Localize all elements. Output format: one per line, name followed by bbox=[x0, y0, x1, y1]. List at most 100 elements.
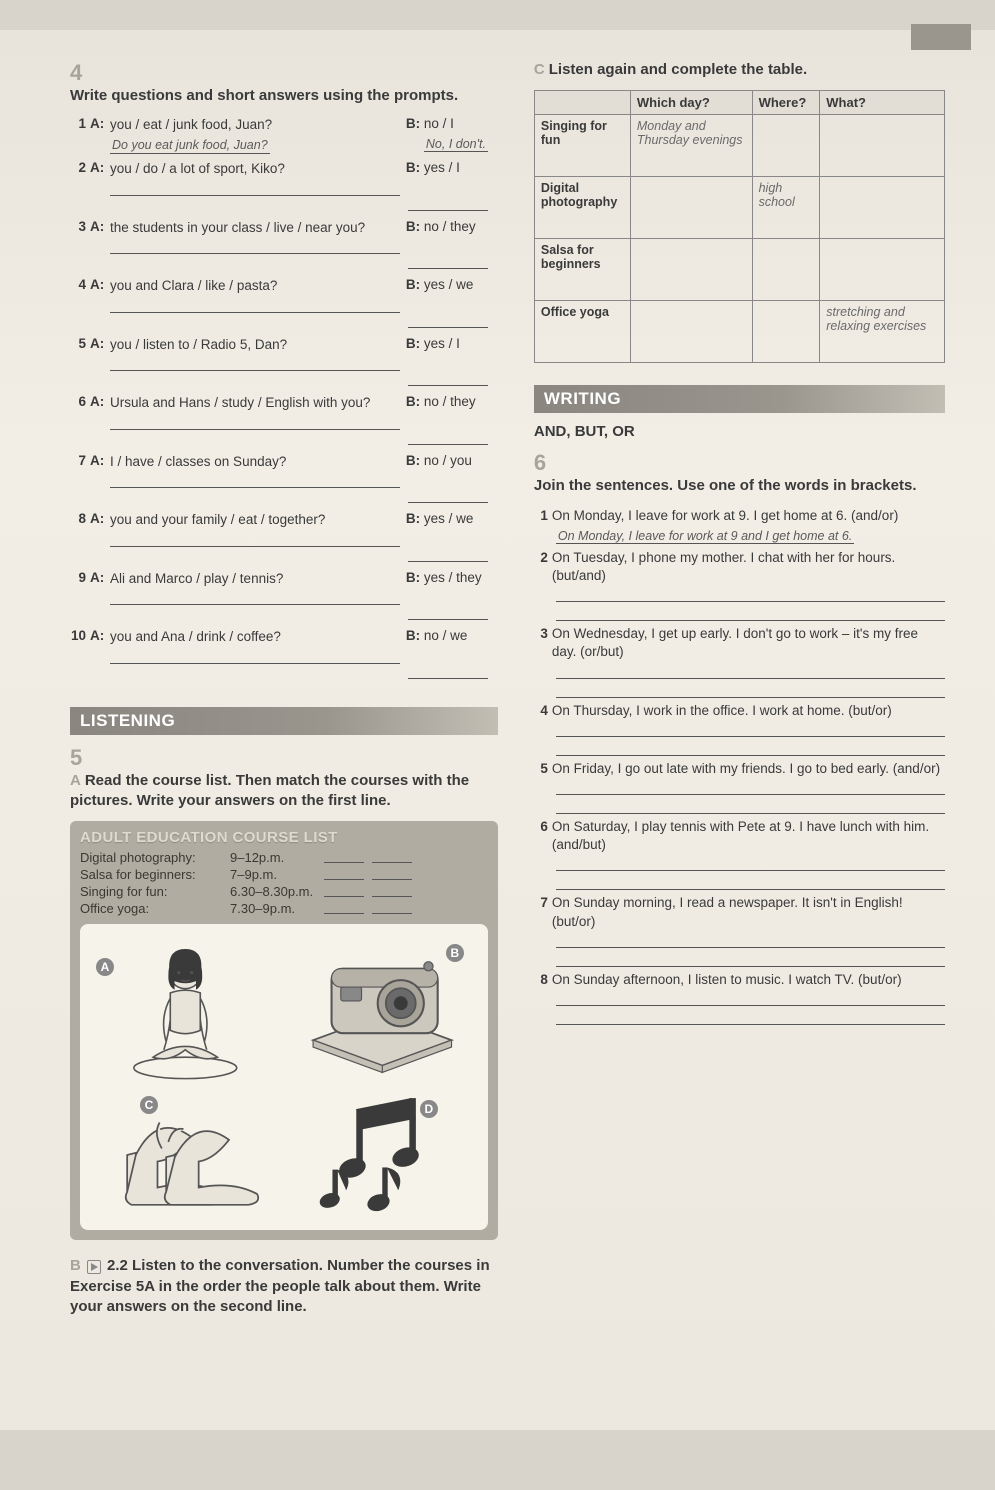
item-number: 10 bbox=[70, 628, 90, 646]
prompt-b: no / they bbox=[424, 219, 476, 234]
answer-blank[interactable] bbox=[110, 239, 400, 254]
prompt-b: no / we bbox=[424, 628, 468, 643]
answer-blank[interactable] bbox=[372, 901, 412, 914]
qa-item: 4A:you and Clara / like / pasta?B:yes / … bbox=[70, 277, 498, 330]
answer-blank[interactable] bbox=[110, 415, 400, 430]
speaker-a: A: bbox=[90, 511, 110, 529]
answer-blank[interactable] bbox=[408, 254, 488, 269]
row-header: Digital photography bbox=[534, 177, 630, 239]
item-text: On Saturday, I play tennis with Pete at … bbox=[552, 818, 945, 854]
course-time: 9–12p.m. bbox=[230, 850, 320, 865]
cell-day[interactable] bbox=[630, 239, 752, 301]
cell-where[interactable] bbox=[752, 301, 820, 363]
answer-blank[interactable] bbox=[556, 683, 945, 698]
prompt-b-wrap: B:yes / they bbox=[406, 570, 498, 588]
prompt-a: you / do / a lot of sport, Kiko? bbox=[110, 160, 406, 178]
answer-blank[interactable] bbox=[324, 850, 364, 863]
answer-blank[interactable] bbox=[556, 952, 945, 967]
ex6-item: 4On Thursday, I work in the office. I wo… bbox=[534, 702, 945, 720]
prompt-a: you / eat / junk food, Juan? bbox=[110, 116, 406, 134]
answer-blank[interactable] bbox=[110, 181, 400, 196]
cell-what[interactable] bbox=[820, 239, 945, 301]
cell-what[interactable] bbox=[820, 115, 945, 177]
cell-what[interactable]: stretching and relaxing exercises bbox=[820, 301, 945, 363]
picture-c-shoes: C bbox=[90, 1090, 281, 1220]
ex4-number: 4 bbox=[70, 60, 92, 86]
ex6-item: 6On Saturday, I play tennis with Pete at… bbox=[534, 818, 945, 854]
speaker-a: A: bbox=[90, 277, 110, 295]
cell-day[interactable] bbox=[630, 301, 752, 363]
prompt-b: yes / I bbox=[424, 336, 460, 351]
answer-blank[interactable] bbox=[372, 884, 412, 897]
answer-blank[interactable] bbox=[408, 430, 488, 445]
qa-item: 7A:I / have / classes on Sunday?B:no / y… bbox=[70, 453, 498, 506]
answer-blank[interactable] bbox=[556, 606, 945, 621]
answer-blank[interactable] bbox=[110, 590, 400, 605]
course-name: Digital photography: bbox=[80, 850, 230, 865]
item-number: 7 bbox=[534, 894, 552, 930]
answer-blank[interactable] bbox=[110, 532, 400, 547]
ex5a-letter: A bbox=[70, 772, 81, 789]
item-number: 4 bbox=[534, 702, 552, 720]
ex6-number: 6 bbox=[534, 450, 556, 476]
left-column: 4 Write questions and short answers usin… bbox=[70, 60, 498, 1380]
answer-blank[interactable] bbox=[372, 867, 412, 880]
given-answer: On Monday, I leave for work at 9 and I g… bbox=[556, 529, 854, 544]
answer-blank[interactable] bbox=[556, 991, 945, 1006]
answer-blank[interactable] bbox=[408, 605, 488, 620]
answer-blank[interactable] bbox=[408, 664, 488, 679]
ex6-body: 1On Monday, I leave for work at 9. I get… bbox=[534, 507, 945, 1026]
table-header: Which day? bbox=[630, 91, 752, 115]
answer-blank[interactable] bbox=[324, 901, 364, 914]
answer-blank[interactable] bbox=[110, 298, 400, 313]
item-number: 1 bbox=[70, 116, 90, 134]
answer-blank[interactable] bbox=[556, 1010, 945, 1025]
answer-blank[interactable] bbox=[556, 722, 945, 737]
answer-blank[interactable] bbox=[110, 649, 400, 664]
answer-blank[interactable] bbox=[372, 850, 412, 863]
answer-blank[interactable] bbox=[556, 664, 945, 679]
answer-blank[interactable] bbox=[408, 313, 488, 328]
item-text: On Sunday afternoon, I listen to music. … bbox=[552, 971, 945, 989]
cell-where[interactable] bbox=[752, 115, 820, 177]
answer-blank[interactable] bbox=[556, 875, 945, 890]
course-rows: Digital photography:9–12p.m.Salsa for be… bbox=[80, 850, 488, 916]
answer-blank[interactable] bbox=[110, 356, 400, 371]
qa-item: 5A:you / listen to / Radio 5, Dan?B:yes … bbox=[70, 336, 498, 389]
answer-blank[interactable] bbox=[408, 196, 488, 211]
ex6-item: 5On Friday, I go out late with my friend… bbox=[534, 760, 945, 778]
item-number: 9 bbox=[70, 570, 90, 588]
prompt-b-wrap: B:no / they bbox=[406, 219, 498, 237]
item-number: 8 bbox=[534, 971, 552, 989]
answer-blank[interactable] bbox=[556, 799, 945, 814]
answer-blank[interactable] bbox=[556, 856, 945, 871]
answer-blank[interactable] bbox=[324, 867, 364, 880]
answer-blank[interactable] bbox=[556, 587, 945, 602]
answer-blank[interactable] bbox=[408, 371, 488, 386]
table-row: Digital photography high school bbox=[534, 177, 944, 239]
answer-blank[interactable] bbox=[110, 473, 400, 488]
speaker-a: A: bbox=[90, 394, 110, 412]
answer-blank[interactable] bbox=[556, 933, 945, 948]
ex4-body: 1A:you / eat / junk food, Juan?B:no / ID… bbox=[70, 116, 498, 681]
yoga-person-icon bbox=[121, 934, 250, 1084]
speaker-b: B: bbox=[406, 453, 424, 468]
answer-blank[interactable] bbox=[408, 547, 488, 562]
play-icon bbox=[87, 1260, 101, 1274]
answer-blank[interactable] bbox=[324, 884, 364, 897]
cell-day[interactable] bbox=[630, 177, 752, 239]
cell-day[interactable]: Monday and Thursday evenings bbox=[630, 115, 752, 177]
given-answer-a: No, I don't. bbox=[424, 137, 488, 152]
prompt-b-wrap: B:yes / I bbox=[406, 336, 498, 354]
answer-blank[interactable] bbox=[556, 741, 945, 756]
answer-blank[interactable] bbox=[556, 780, 945, 795]
item-text: On Tuesday, I phone my mother. I chat wi… bbox=[552, 549, 945, 585]
ex5c-head: CListen again and complete the table. bbox=[534, 60, 945, 80]
cell-where[interactable] bbox=[752, 239, 820, 301]
cell-where[interactable]: high school bbox=[752, 177, 820, 239]
prompt-b-wrap: B:no / they bbox=[406, 394, 498, 412]
answer-blank[interactable] bbox=[408, 488, 488, 503]
item-number: 6 bbox=[534, 818, 552, 854]
prompt-b: yes / we bbox=[424, 511, 474, 526]
cell-what[interactable] bbox=[820, 177, 945, 239]
